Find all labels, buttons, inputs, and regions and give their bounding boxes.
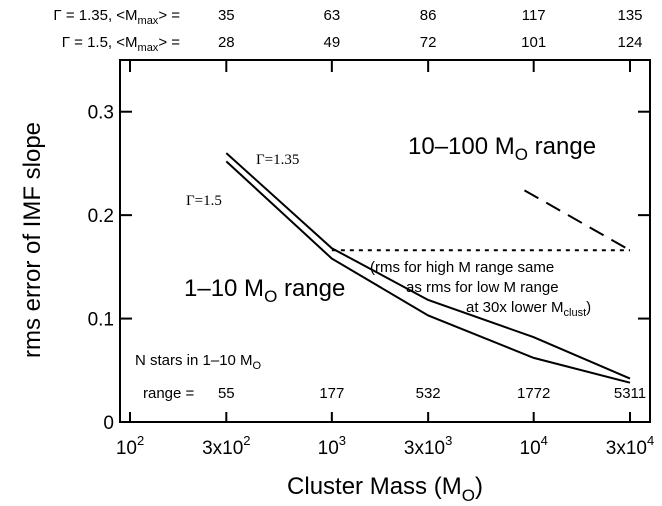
- top-row-label-0: Γ = 1.35, <Mmax> =: [53, 7, 180, 27]
- x-tick-label-0: 102: [116, 433, 144, 459]
- note-line-2: as rms for low M range: [406, 279, 559, 296]
- top-row-0-value-3: 117: [522, 7, 546, 24]
- plot-frame: [119, 59, 651, 423]
- nstars-value-2: 532: [416, 385, 441, 402]
- top-row-0-value-0: 35: [218, 7, 235, 24]
- x-tick-label-1: 3x102: [202, 433, 250, 459]
- top-row-0-value-1: 63: [324, 7, 341, 24]
- top-row-1-value-2: 72: [420, 34, 437, 51]
- top-row-1-value-3: 101: [521, 34, 546, 51]
- note-line-3: at 30x lower Mclust): [466, 299, 591, 319]
- top-row-1-value-1: 49: [324, 34, 341, 51]
- y-tick-label-3: 0.3: [88, 103, 114, 124]
- nstars-value-0: 55: [218, 385, 235, 402]
- top-row-0-value-2: 86: [420, 7, 437, 24]
- note-line-1: (rms for high M range same: [370, 259, 554, 276]
- x-tick-label-2: 103: [318, 433, 346, 459]
- series-label-gamma-1-5: Γ=1.5: [186, 193, 222, 209]
- y-tick-label-2: 0.2: [88, 206, 114, 227]
- y-tick-label-0: 0: [103, 413, 114, 434]
- lines-layer: [225, 152, 631, 384]
- nstars-value-1: 177: [319, 385, 344, 402]
- dashed-line: [523, 189, 631, 252]
- nstars-value-4: 5311: [614, 385, 646, 402]
- low-range-label: 1–10 MO range: [184, 275, 345, 306]
- x-tick-label-4: 104: [520, 433, 548, 459]
- series-line-0: [225, 152, 631, 380]
- x-tick-label-5: 3x104: [606, 433, 654, 459]
- top-row-0-value-4: 135: [617, 7, 642, 24]
- x-tick-label-3: 3x103: [404, 433, 452, 459]
- labels-layer: 102 3x102 103 3x103 104 3x104 0 0.1 0.2 0.3 55 177 5…: [53, 7, 654, 459]
- top-row-1-value-0: 28: [218, 34, 235, 51]
- y-axis-title: rms error of IMF slope: [19, 122, 46, 358]
- x-axis-title: Cluster Mass (MO): [287, 473, 483, 505]
- ticks-layer: [120, 60, 650, 423]
- series-label-gamma-1-35: Γ=1.35: [256, 152, 299, 168]
- high-range-label: 10–100 MO range: [408, 133, 596, 164]
- top-row-1-value-4: 124: [617, 34, 642, 51]
- nstars-title: N stars in 1–10 MO: [135, 352, 262, 372]
- nstars-prefix: range =: [143, 385, 195, 402]
- y-tick-label-1: 0.1: [88, 310, 114, 331]
- top-row-label-1: Γ = 1.5, <Mmax> =: [62, 34, 181, 54]
- series-line-1: [225, 160, 631, 384]
- nstars-value-3: 1772: [517, 385, 550, 402]
